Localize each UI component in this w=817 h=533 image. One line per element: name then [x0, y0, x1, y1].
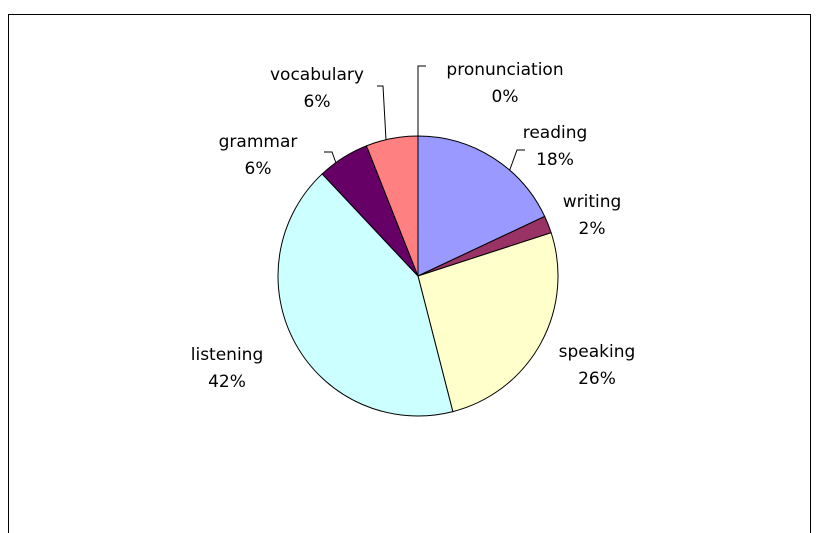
chart-frame: [8, 14, 811, 533]
slice-value-label: 18%: [536, 150, 574, 170]
pie-slice: [277, 173, 454, 417]
slice-value-label: 0%: [492, 87, 519, 107]
slice-label: grammar: [219, 132, 298, 152]
slice-value-label: 6%: [304, 92, 331, 112]
pie-slice: [417, 135, 546, 277]
slice-value-label: 6%: [245, 159, 272, 179]
slice-label: pronunciation: [446, 60, 563, 80]
slice-value-label: 2%: [579, 219, 606, 239]
leader-line: [417, 65, 426, 136]
slice-label: listening: [191, 345, 264, 365]
slices: [277, 135, 559, 417]
slice-label: speaking: [559, 342, 636, 362]
slice-value-label: 26%: [578, 369, 616, 389]
slice-label: vocabulary: [270, 65, 364, 85]
leader-line: [508, 149, 525, 173]
leader-line: [377, 85, 387, 141]
slice-value-label: 42%: [208, 372, 246, 392]
pie-slice: [417, 232, 559, 413]
leader-lines: [324, 65, 525, 173]
slice-label: writing: [563, 192, 622, 212]
slice-label: reading: [523, 123, 588, 143]
leader-line: [324, 151, 337, 164]
